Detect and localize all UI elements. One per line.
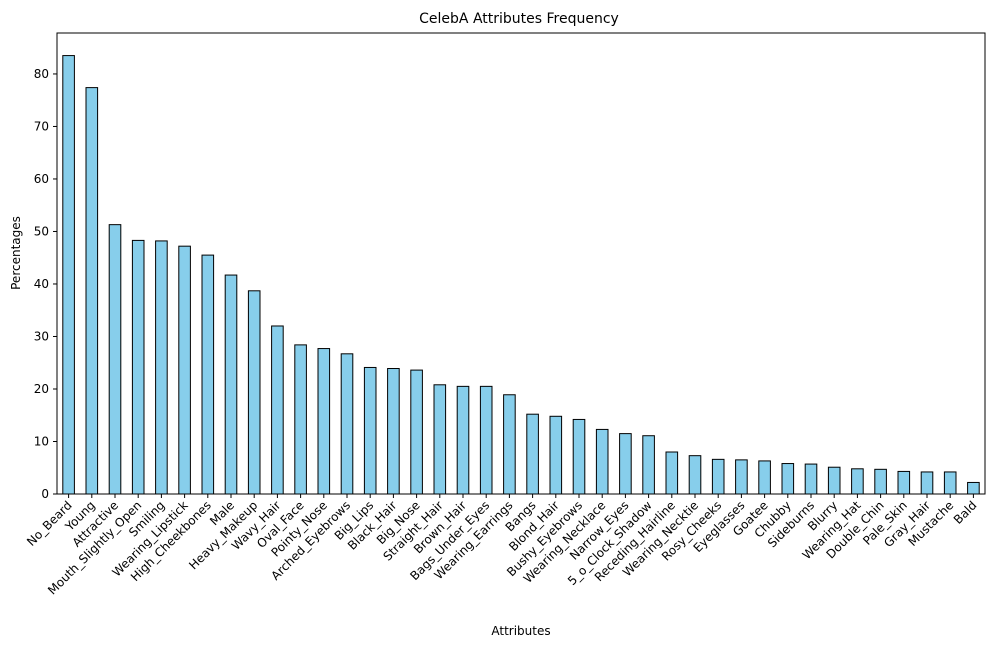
y-axis: 0 10 20 30 40 50 60 70 80 [34,67,57,501]
bar-rosy-cheeks [711,458,725,495]
bar-high-cheekbones [201,254,215,495]
bar-straight-hair [433,384,447,495]
bar-black-hair [387,368,400,495]
bar-big-lips [363,366,377,495]
y-tick-label: 20 [34,382,49,396]
bar-no-beard [62,55,75,495]
y-tick-label: 40 [34,277,49,291]
chart-title: CelebA Attributes Frequency [419,11,619,27]
plot-frame [56,32,986,495]
x-axis-title: Attributes [491,624,550,638]
bar-wearing-lipstick [178,245,191,495]
bar-bushy-eyebrows [572,418,586,495]
bar-mustache [943,471,957,495]
bar-double-chin [874,468,887,495]
bar-gray-hair [920,471,934,495]
plot-area [56,32,986,495]
bar-pale-skin [897,470,911,495]
x-axis: No_BeardYoungAttractiveMouth_Slightly_Op… [24,494,980,597]
bar-goatee [758,460,771,495]
bar-eyeglasses [735,459,748,495]
bar-brown-hair [456,385,470,495]
y-tick-label: 50 [34,224,49,238]
bar-male [224,274,238,495]
bar-bangs [526,413,539,495]
bar-wearing-hat [851,468,864,495]
bar-mouth-slightly-open [131,239,145,495]
bar-wavy-hair [271,325,284,495]
bar-oval-face [294,344,307,495]
bar-wearing-necklace [595,428,609,495]
y-tick-label: 0 [41,487,49,501]
bar-narrow-eyes [619,433,632,495]
bar-smiling [155,240,168,495]
bar-bags-under-eyes [479,385,493,495]
bar-receding-hairline [665,451,679,495]
bar-pointy-nose [317,348,331,495]
bar-chubby [781,463,795,495]
bar-heavy-makeup [247,290,261,495]
y-tick-label: 80 [34,67,49,81]
y-axis-title: Percentages [9,216,23,290]
x-tick-label: Bald [951,498,980,527]
bar-wearing-earrings [503,394,516,495]
bar-blond-hair [549,415,563,495]
bar-arched-eyebrows [340,353,354,495]
bar-big-nose [410,369,423,495]
bar-5-o-clock-shadow [642,435,655,495]
bar-young [85,87,99,495]
y-tick-label: 30 [34,329,49,343]
y-tick-label: 60 [34,172,49,186]
y-tick-label: 70 [34,119,49,133]
bar-wearing-necktie [688,455,702,495]
bar-attractive [108,224,122,495]
bar-blurry [827,466,841,495]
bar-sideburns [804,463,818,495]
y-tick-label: 10 [34,434,49,448]
bar-bald [967,481,980,495]
